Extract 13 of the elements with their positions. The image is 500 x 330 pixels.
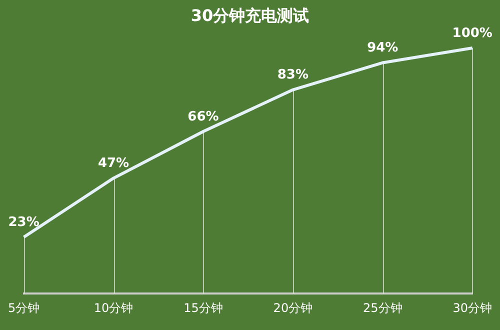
x-tick-label: 20分钟 bbox=[273, 300, 313, 315]
data-label: 23% bbox=[8, 214, 40, 230]
chart-title: 30分钟充电测试 bbox=[190, 6, 310, 27]
x-tick-label: 25分钟 bbox=[363, 300, 402, 315]
data-label: 47% bbox=[98, 156, 130, 172]
x-tick-label: 15分钟 bbox=[184, 300, 223, 315]
data-label: 94% bbox=[367, 40, 398, 56]
x-tick-label: 10分钟 bbox=[94, 300, 134, 315]
x-tick-label: 5分钟 bbox=[8, 300, 40, 315]
data-label: 100% bbox=[452, 26, 492, 41]
data-label: 66% bbox=[188, 109, 219, 124]
data-label: 83% bbox=[277, 68, 309, 83]
x-tick-label: 30分钟 bbox=[452, 300, 492, 315]
